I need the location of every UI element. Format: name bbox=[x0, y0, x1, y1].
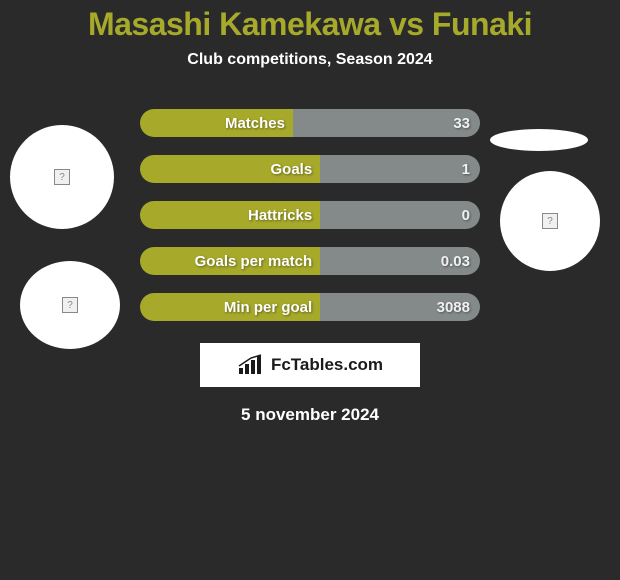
bar-container: Matches33Goals1Hattricks0Goals per match… bbox=[140, 109, 480, 321]
date-text: 5 november 2024 bbox=[0, 405, 620, 425]
subtitle: Club competitions, Season 2024 bbox=[0, 51, 620, 69]
stat-bar: Goals1 bbox=[140, 155, 480, 183]
stat-bar: Min per goal3088 bbox=[140, 293, 480, 321]
chart-icon bbox=[237, 354, 265, 376]
stat-value: 0.03 bbox=[320, 247, 480, 275]
stat-value: 3088 bbox=[320, 293, 480, 321]
stat-bar: Matches33 bbox=[140, 109, 480, 137]
player-photo: ? bbox=[20, 261, 120, 349]
stat-label: Matches bbox=[140, 109, 293, 137]
stat-label: Min per goal bbox=[140, 293, 320, 321]
stat-label: Hattricks bbox=[140, 201, 320, 229]
stat-value: 33 bbox=[293, 109, 480, 137]
missing-image-icon: ? bbox=[62, 297, 78, 313]
decorative-ellipse bbox=[490, 129, 588, 151]
stat-label: Goals per match bbox=[140, 247, 320, 275]
stat-bar: Goals per match0.03 bbox=[140, 247, 480, 275]
stat-value: 1 bbox=[320, 155, 480, 183]
brand-name: FcTables.com bbox=[271, 355, 383, 375]
comparison-chart: Matches33Goals1Hattricks0Goals per match… bbox=[0, 109, 620, 321]
player-photo: ? bbox=[500, 171, 600, 271]
missing-image-icon: ? bbox=[542, 213, 558, 229]
stat-label: Goals bbox=[140, 155, 320, 183]
stat-bar: Hattricks0 bbox=[140, 201, 480, 229]
brand-logo: FcTables.com bbox=[200, 343, 420, 387]
page-title: Masashi Kamekawa vs Funaki bbox=[0, 0, 620, 43]
player-photo: ? bbox=[10, 125, 114, 229]
stat-value: 0 bbox=[320, 201, 480, 229]
missing-image-icon: ? bbox=[54, 169, 70, 185]
